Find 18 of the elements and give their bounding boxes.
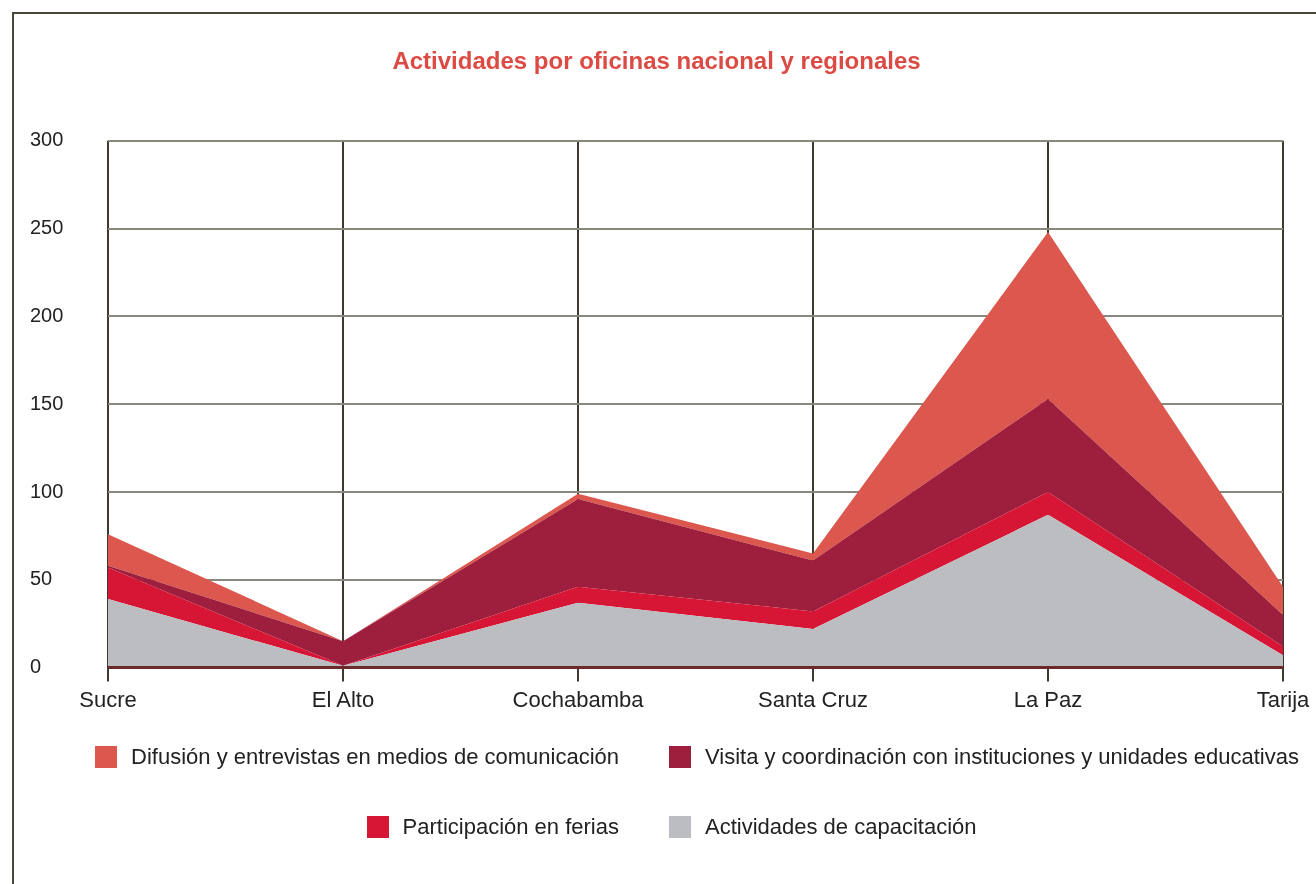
legend-label: Difusión y entrevistas en medios de comunicación [131, 744, 619, 770]
x-tick-label: Cochabamba [512, 686, 645, 712]
x-tick-label: Tarija [1256, 686, 1311, 712]
legend-label: Actividades de capacitación [705, 814, 977, 840]
legend-label: Visita y coordinación con instituciones y unidades educativas [705, 744, 1299, 770]
y-tick-label: 150 [30, 391, 64, 414]
y-tick-label: 50 [30, 567, 53, 590]
y-tick-label: 200 [30, 303, 64, 326]
y-tick-label: 0 [30, 655, 42, 678]
y-tick-label: 300 [30, 128, 64, 151]
y-tick-label: 100 [30, 479, 64, 502]
x-tick-label: La Paz [1013, 686, 1083, 712]
x-tick-label: Sucre [79, 686, 137, 712]
legend-label: Participación en ferias [402, 814, 619, 840]
x-tick-label: El Alto [311, 686, 375, 712]
x-tick-label: Santa Cruz [757, 686, 869, 712]
chart-title: Actividades por oficinas nacional y regionales [392, 47, 921, 75]
y-tick-label: 250 [30, 216, 64, 239]
